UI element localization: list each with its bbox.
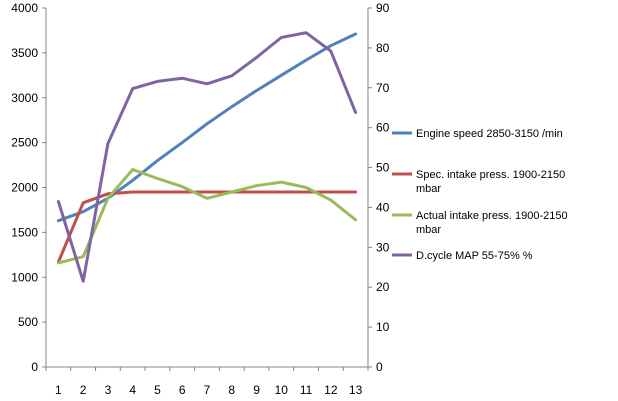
left-tick-label: 2000 [11, 181, 38, 195]
x-tick-label: 6 [179, 383, 186, 397]
legend-item-4: D.cycle MAP 55-75% % [392, 250, 533, 262]
right-tick-label: 0 [376, 360, 383, 374]
legend-label: Engine speed 2850-3150 /min [416, 128, 563, 140]
plot-axes [45, 8, 369, 368]
legend: Engine speed 2850-3150 /min Spec. intake … [392, 128, 568, 262]
series-lines [56, 31, 358, 283]
left-tick-label: 4000 [11, 1, 38, 15]
series-line-2 [56, 190, 358, 264]
x-tick-label: 12 [324, 383, 338, 397]
x-tick-label: 1 [55, 383, 62, 397]
x-tick-label: 5 [154, 383, 161, 397]
right-tick-label: 50 [376, 161, 390, 175]
right-tick-label: 10 [376, 320, 390, 334]
right-tick-label: 20 [376, 280, 390, 294]
right-tick-label: 80 [376, 41, 390, 55]
x-tick-label: 9 [253, 383, 260, 397]
x-tick-label: 4 [129, 383, 136, 397]
legend-label: mbar [416, 224, 441, 236]
left-tick-label: 3500 [11, 46, 38, 60]
right-axis-ticks: 0 10 20 30 40 50 60 70 80 90 [368, 1, 390, 374]
right-tick-label: 70 [376, 81, 390, 95]
legend-item-3: Actual intake press. 1900-2150 mbar [392, 210, 568, 236]
legend-item-1: Engine speed 2850-3150 /min [392, 128, 563, 140]
x-axis-ticks: 1 2 3 4 5 6 7 8 9 10 11 12 13 [45, 367, 369, 397]
left-tick-label: 0 [31, 360, 38, 374]
legend-label: Spec. intake press. 1900-2150 [416, 169, 565, 181]
legend-label: mbar [416, 183, 441, 195]
x-tick-label: 8 [228, 383, 235, 397]
left-axis-ticks: 0 500 1000 1500 2000 2500 3000 3500 4000 [11, 1, 46, 374]
series-line-3 [56, 168, 358, 265]
series-line-4 [56, 31, 358, 283]
left-tick-label: 3000 [11, 91, 38, 105]
x-tick-label: 11 [300, 383, 313, 397]
left-tick-label: 2500 [11, 136, 38, 150]
legend-item-2: Spec. intake press. 1900-2150 mbar [392, 169, 565, 195]
left-tick-label: 1500 [11, 225, 38, 239]
x-tick-label: 3 [105, 383, 112, 397]
x-tick-label: 2 [80, 383, 87, 397]
x-tick-label: 13 [349, 383, 363, 397]
legend-label: Actual intake press. 1900-2150 [416, 210, 568, 222]
left-tick-label: 1000 [11, 270, 38, 284]
right-tick-label: 30 [376, 240, 390, 254]
right-tick-label: 90 [376, 1, 390, 15]
x-tick-label: 10 [275, 383, 289, 397]
right-tick-label: 60 [376, 121, 390, 135]
left-tick-label: 500 [18, 315, 38, 329]
x-tick-label: 7 [204, 383, 211, 397]
right-tick-label: 40 [376, 200, 390, 214]
legend-label: D.cycle MAP 55-75% % [416, 250, 533, 262]
